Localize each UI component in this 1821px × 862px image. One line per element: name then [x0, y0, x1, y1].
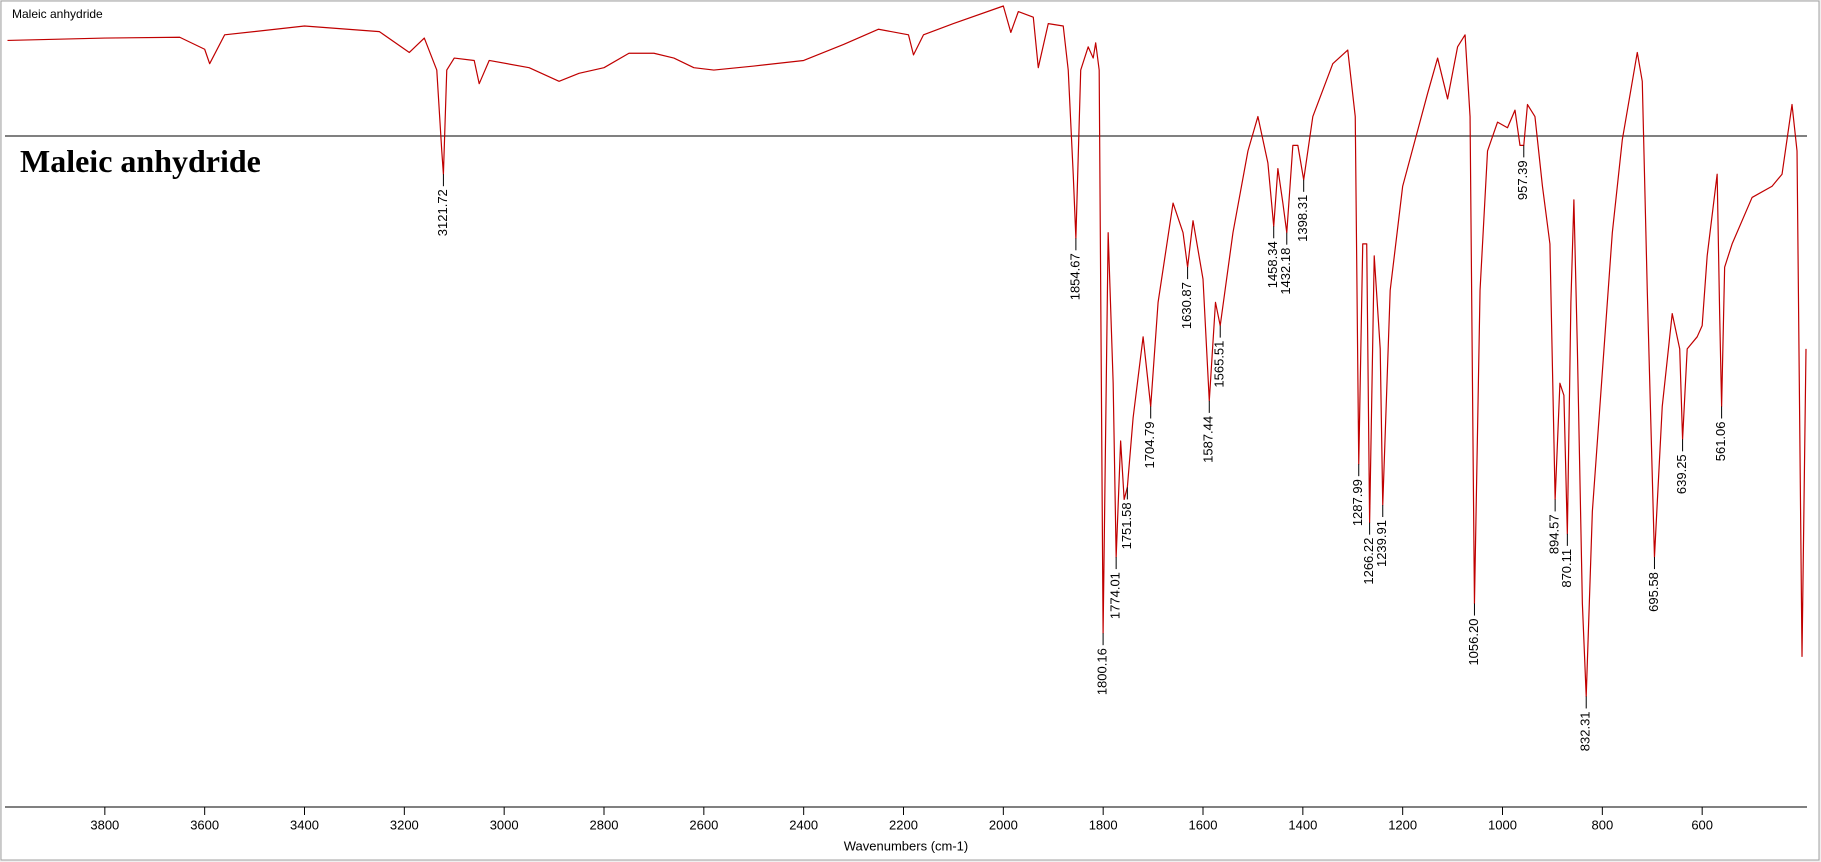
x-tick-label: 1800: [1089, 817, 1118, 832]
x-tick-label: 1200: [1388, 817, 1417, 832]
peak-label: 1266.22: [1361, 538, 1376, 585]
peak-label: 1565.51: [1212, 341, 1227, 388]
peak-label: 639.25: [1674, 454, 1689, 494]
peak-label: 3121.72: [435, 189, 450, 236]
x-tick-label: 2600: [689, 817, 718, 832]
peak-label: 561.06: [1713, 422, 1728, 462]
peak-label: 1751.58: [1119, 502, 1134, 549]
x-tick-label: 2400: [789, 817, 818, 832]
x-tick-label: 1400: [1288, 817, 1317, 832]
peak-label: 1239.91: [1374, 520, 1389, 567]
peak-label: 870.11: [1559, 549, 1574, 588]
peak-label: 1432.18: [1278, 248, 1293, 295]
peak-label: 695.58: [1646, 572, 1661, 612]
x-tick-label: 3000: [490, 817, 519, 832]
spectrum-line: [7, 5, 1807, 698]
x-tick-label: 2000: [989, 817, 1018, 832]
peak-label: 1704.79: [1142, 422, 1157, 469]
x-tick-label: 3600: [190, 817, 219, 832]
peak-label: 832.31: [1578, 711, 1593, 751]
x-tick-label: 2200: [889, 817, 918, 832]
x-tick-label: 600: [1691, 817, 1713, 832]
x-tick-label: 800: [1591, 817, 1613, 832]
x-tick-label: 3800: [90, 817, 119, 832]
x-tick-label: 1600: [1189, 817, 1218, 832]
chart-title: Maleic anhydride: [20, 143, 261, 179]
x-tick-label: 3400: [290, 817, 319, 832]
window-title: Maleic anhydride: [12, 7, 103, 21]
peak-label: 1287.99: [1350, 479, 1365, 526]
peak-label: 1800.16: [1095, 648, 1110, 695]
x-axis-title: Wavenumbers (cm-1): [844, 838, 968, 853]
x-tick-label: 1000: [1488, 817, 1517, 832]
peak-label: 1854.67: [1067, 253, 1082, 300]
peak-label: 1458.34: [1265, 241, 1280, 288]
peak-label: 894.57: [1547, 514, 1562, 554]
x-tick-label: 2800: [590, 817, 619, 832]
peak-label: 957.39: [1515, 160, 1530, 200]
peak-label: 1630.87: [1179, 282, 1194, 329]
peak-label: 1056.20: [1466, 619, 1481, 666]
peak-label: 1774.01: [1108, 572, 1123, 619]
x-tick-label: 3200: [390, 817, 419, 832]
peak-label: 1587.44: [1201, 416, 1216, 463]
peak-label: 1398.31: [1295, 195, 1310, 242]
